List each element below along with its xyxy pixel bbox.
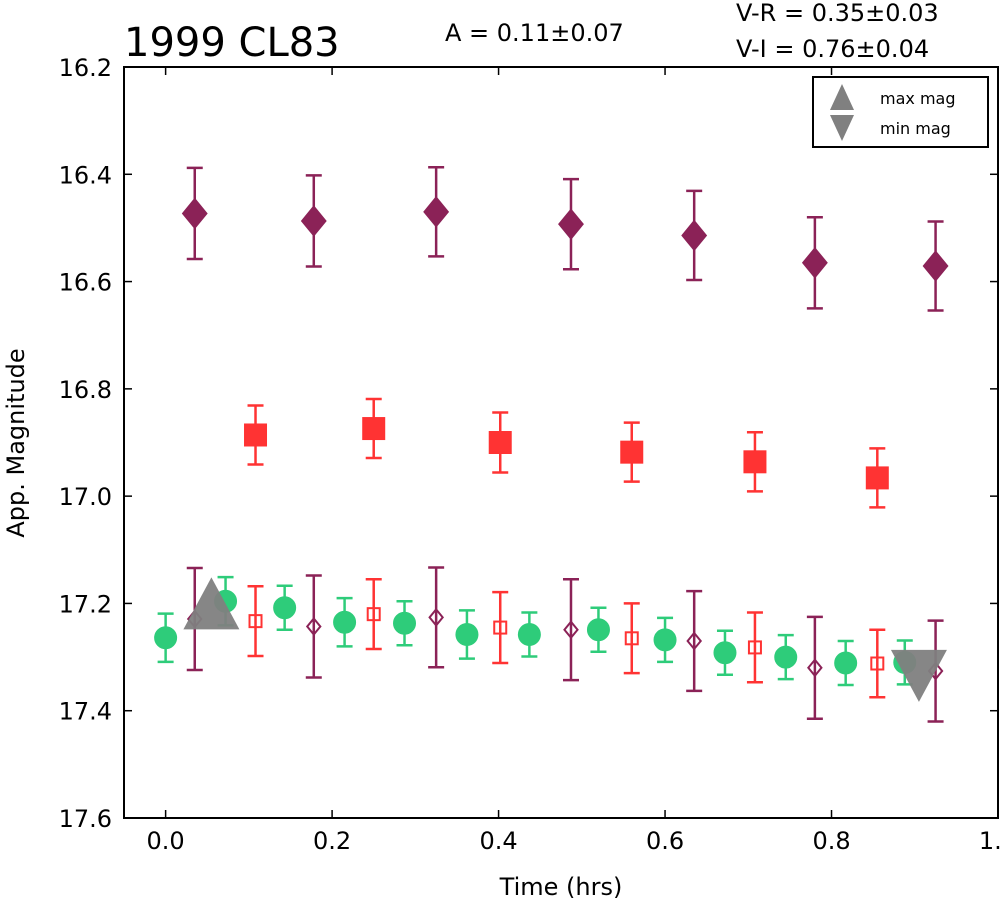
y-tick-label: 17.0 <box>59 483 112 511</box>
data-point <box>244 423 268 447</box>
v-i-annotation: V-I = 0.76±0.04 <box>736 35 929 63</box>
x-tick-label: 1.0 <box>979 827 1000 855</box>
x-tick-label: 0.0 <box>147 827 185 855</box>
data-point <box>300 205 327 237</box>
y-tick-label: 17.4 <box>59 698 112 726</box>
data-point <box>423 196 450 228</box>
max-mag-marker <box>183 577 240 630</box>
data-point <box>181 197 208 230</box>
y-tick-label: 16.8 <box>59 376 112 404</box>
data-point <box>834 651 858 675</box>
plot-frame <box>123 66 999 819</box>
legend-min-mag-marker <box>830 115 854 141</box>
y-tick-label: 16.2 <box>59 54 112 82</box>
y-tick-label: 17.2 <box>59 590 112 618</box>
data-point <box>305 616 322 637</box>
data-point <box>747 640 762 655</box>
data-point <box>681 219 708 252</box>
legend-max-mag-marker <box>830 84 854 110</box>
data-point <box>865 466 889 490</box>
data-point <box>493 620 508 635</box>
y-axis-label: App. Magnitude <box>2 348 30 537</box>
data-point <box>807 658 823 678</box>
data-point <box>333 610 357 634</box>
data-point <box>774 645 798 669</box>
legend-min-mag-label: min mag <box>880 119 951 138</box>
x-tick-label: 0.8 <box>812 827 850 855</box>
series-filled-square <box>244 397 889 509</box>
series-filled-diamond <box>181 166 949 312</box>
v-r-annotation: V-R = 0.35±0.03 <box>736 0 939 27</box>
min-mag-marker <box>890 649 947 702</box>
series-open-diamond <box>186 566 944 723</box>
data-point <box>713 641 737 665</box>
data-point <box>366 607 381 622</box>
axis-ticks: 0.0 0.2 0.4 0.6 0.8 1.0 16.2 16.4 16.6 16.8 17.0 17… <box>59 54 1000 855</box>
data-point <box>517 623 541 647</box>
x-tick-label: 0.6 <box>646 827 684 855</box>
data-point <box>362 417 386 441</box>
data-point <box>620 440 644 464</box>
x-axis-label: Time (hrs) <box>499 873 623 901</box>
data-point <box>428 607 444 627</box>
data-point <box>154 626 178 650</box>
extrema-markers <box>183 577 947 702</box>
data-point <box>743 450 767 474</box>
data-point <box>558 208 584 240</box>
data-point <box>801 247 828 279</box>
y-tick-label: 17.6 <box>59 805 112 833</box>
data-point <box>586 618 610 642</box>
data-point <box>273 596 297 620</box>
legend: max mag min mag <box>812 76 989 148</box>
data-point <box>624 631 639 646</box>
series-open-square <box>247 578 886 699</box>
chart-title: 1999 CL83 <box>124 20 340 66</box>
legend-max-mag-label: max mag <box>880 89 956 108</box>
data-point <box>455 623 479 647</box>
data-point <box>686 631 703 651</box>
data-point <box>653 628 677 652</box>
data-point <box>870 656 885 671</box>
x-tick-label: 0.2 <box>313 827 351 855</box>
data-point <box>563 620 579 640</box>
amplitude-annotation: A = 0.11±0.07 <box>445 19 624 47</box>
data-point <box>922 250 949 282</box>
data-point <box>488 431 512 454</box>
y-tick-label: 16.4 <box>59 161 112 189</box>
y-tick-label: 16.6 <box>59 269 112 297</box>
data-point <box>248 614 263 629</box>
x-tick-label: 0.4 <box>479 827 517 855</box>
data-point <box>393 611 417 635</box>
